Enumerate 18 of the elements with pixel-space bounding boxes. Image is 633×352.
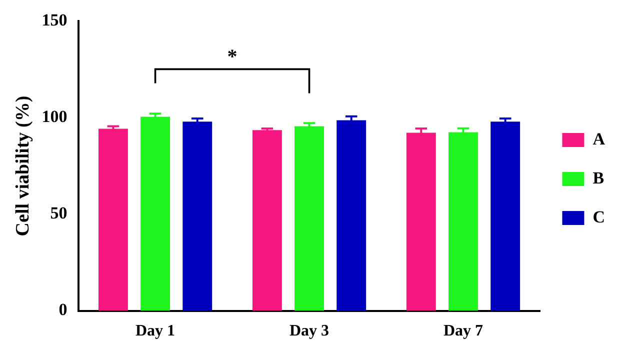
legend-label: B (592, 168, 604, 188)
y-tick-label: 0 (58, 300, 68, 320)
legend-label: A (592, 129, 606, 148)
legend-label: C (592, 207, 606, 226)
x-tick-label: Day 1 (136, 322, 176, 340)
y-tick-label: 150 (42, 10, 68, 30)
bar (252, 130, 282, 311)
bar (294, 126, 324, 311)
y-tick-label: 100 (42, 107, 68, 126)
x-tick-label: Day 7 (443, 322, 484, 340)
bar (490, 122, 520, 311)
bar (98, 128, 128, 311)
bar (140, 116, 170, 311)
y-axis-title: Cell viability (%) (12, 96, 34, 236)
x-tick-label: Day 3 (289, 322, 330, 340)
bar (182, 122, 212, 311)
y-tick-label: 50 (50, 204, 68, 223)
annotation: * (227, 46, 238, 68)
